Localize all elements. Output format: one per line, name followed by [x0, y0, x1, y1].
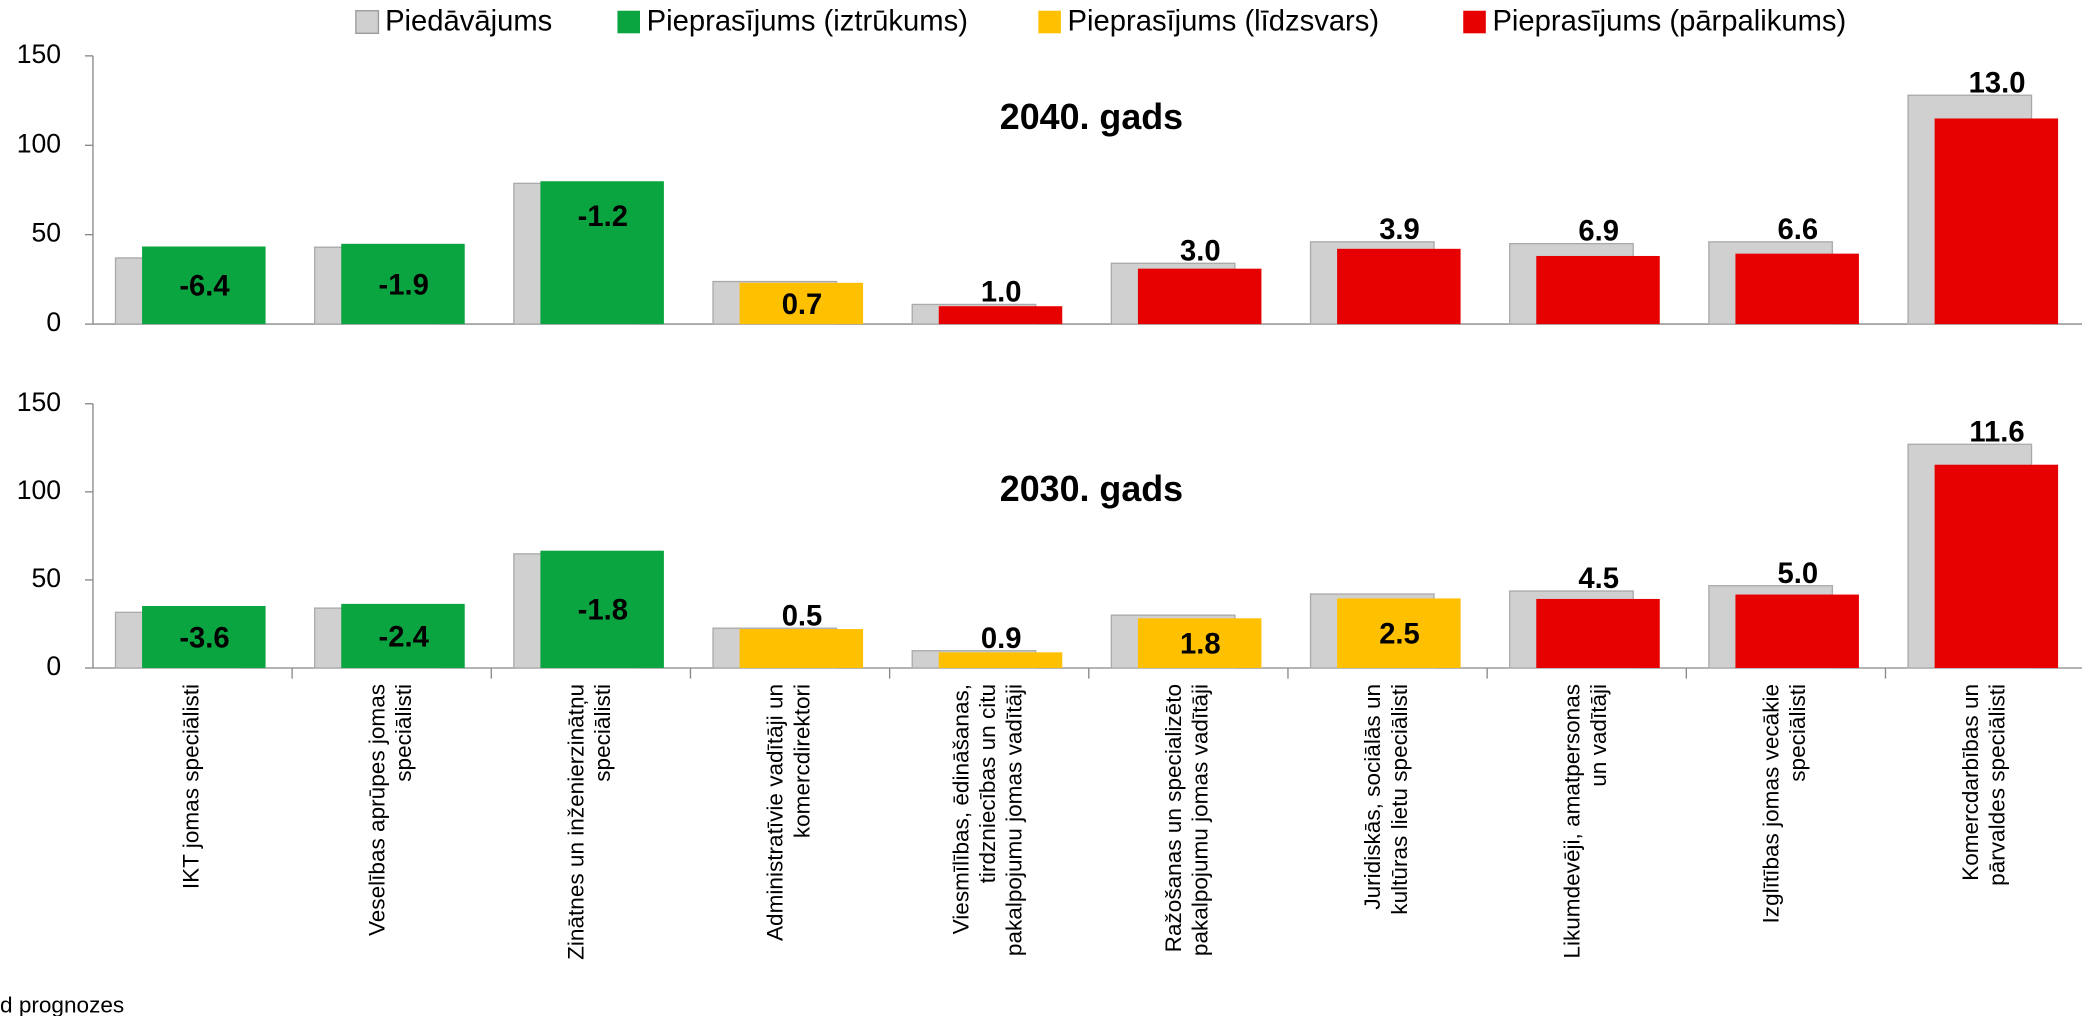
- data-label: 6.9: [1578, 216, 1619, 248]
- x-tick-label: un vadītāji: [1586, 684, 1611, 787]
- demand-bar: [540, 181, 664, 325]
- demand-bar: [1536, 598, 1660, 669]
- demand-bar: [142, 605, 266, 669]
- legend-label: Pieprasījums (pārpalikums): [1492, 5, 1846, 37]
- data-label: 0.5: [782, 600, 823, 632]
- data-label: 4.5: [1578, 563, 1619, 595]
- data-label: -1.2: [578, 201, 628, 233]
- x-tick-label: Veselības aprūpes jomas: [364, 684, 389, 936]
- legend-swatch: [1463, 10, 1486, 34]
- demand-bar: [1934, 118, 2059, 325]
- legend-swatch: [355, 10, 380, 34]
- x-tick-label: pārvaldes speciālisti: [1984, 684, 2009, 886]
- legend-swatch: [617, 10, 641, 34]
- y-tick-label: 50: [32, 563, 62, 593]
- data-label: 2.5: [1379, 619, 1420, 651]
- demand-bar: [938, 306, 1063, 325]
- data-label: 0.7: [782, 289, 823, 321]
- x-tick-label: speciālisti: [391, 684, 416, 782]
- data-label: -2.4: [378, 621, 429, 653]
- panel-title: 2030. gads: [1000, 469, 1183, 509]
- x-tick-label: Likumdevēji, amatpersonas: [1559, 684, 1584, 959]
- x-tick-label: pakalpojumu jomas vadītāji: [1002, 684, 1027, 956]
- x-tick-label: tirdzniecības un citu: [975, 684, 1000, 883]
- x-tick-label: Viesmīlības, ēdināšanas,: [949, 684, 974, 934]
- data-label: 1.0: [981, 277, 1022, 309]
- x-tick-label: IKT jomas speciālisti: [179, 684, 204, 889]
- demand-bar: [1137, 268, 1262, 325]
- demand-bar: [341, 243, 465, 325]
- demand-bar: [1934, 464, 2059, 669]
- footnote: d prognozes: [0, 993, 124, 1016]
- x-tick-label: Juridiskās, sociālās un: [1360, 684, 1385, 910]
- x-tick-label: Administratīvie vadītāji un: [763, 684, 788, 941]
- legend-label: Pieprasījums (līdzsvars): [1068, 5, 1380, 37]
- demand-bar: [1536, 255, 1660, 325]
- legend-label: Piedāvājums: [385, 5, 552, 37]
- y-tick-label: 100: [17, 128, 61, 158]
- data-label: 1.8: [1180, 629, 1221, 661]
- y-tick-label: 100: [17, 475, 61, 505]
- demand-bar: [1137, 618, 1262, 669]
- data-label: 3.0: [1180, 235, 1221, 267]
- x-tick-label: Komercdarbības un: [1958, 684, 1983, 881]
- y-tick-label: 150: [17, 387, 61, 417]
- y-tick-label: 150: [17, 39, 61, 69]
- data-label: -1.9: [378, 269, 428, 301]
- legend-label: Pieprasījums (iztrūkums): [647, 5, 968, 37]
- data-label: -3.6: [179, 622, 229, 654]
- demand-bar: [1735, 253, 1859, 325]
- x-tick-label: Ražošanas un specializēto: [1161, 684, 1186, 952]
- demand-bar: [540, 550, 664, 669]
- x-tick-label: speciālisti: [590, 684, 615, 782]
- demand-bar: [739, 282, 864, 325]
- data-label: 5.0: [1778, 558, 1819, 590]
- data-label: 3.9: [1379, 214, 1420, 246]
- data-label: 6.6: [1778, 214, 1819, 246]
- data-label: 13.0: [1969, 67, 2026, 99]
- x-tick-label: Zinātnes un inženierzinātņu: [564, 684, 589, 960]
- demand-bar: [739, 629, 864, 669]
- x-tick-label: komercdirektori: [789, 684, 814, 838]
- y-tick-label: 0: [46, 307, 61, 337]
- data-label: -6.4: [179, 271, 230, 303]
- x-tick-label: kultūras lietu speciālisti: [1387, 684, 1412, 915]
- data-label: -1.8: [578, 595, 628, 627]
- y-tick-label: 0: [46, 651, 61, 681]
- x-tick-label: Izglītības jomas vecākie: [1759, 684, 1784, 924]
- demand-bar: [1337, 248, 1461, 325]
- demand-bar: [1735, 594, 1859, 669]
- x-tick-label: speciālisti: [1785, 684, 1810, 782]
- panel-title: 2040. gads: [1000, 97, 1183, 137]
- legend-swatch: [1038, 10, 1061, 34]
- demand-bar: [938, 652, 1063, 669]
- demand-bar: [1337, 598, 1461, 669]
- y-tick-label: 50: [32, 218, 62, 248]
- demand-bar: [341, 603, 465, 669]
- data-label: 11.6: [1969, 416, 2024, 448]
- x-tick-label: pakalpojumu jomas vadītāji: [1188, 684, 1213, 956]
- data-label: 0.9: [981, 623, 1022, 655]
- demand-bar: [142, 246, 266, 325]
